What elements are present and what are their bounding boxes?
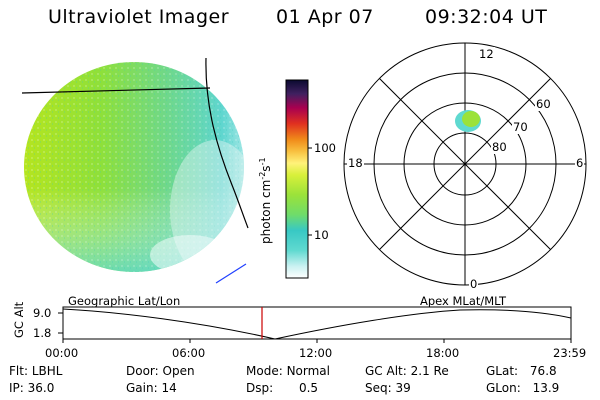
status-gcalt-value: 2.1 Re <box>410 364 449 378</box>
instrument-title: Ultraviolet Imager <box>48 6 230 28</box>
terminator-line-vertical <box>205 57 249 229</box>
timeline-axis-label: GC Alt <box>12 301 26 338</box>
status-glon-value: 13.9 <box>532 381 560 395</box>
lat-label-70: 70 <box>512 120 529 134</box>
status-mode: Mode: Normal <box>246 364 330 378</box>
timeline-xtick-4: 23:59 <box>553 346 587 360</box>
mlt-label-6: 6 <box>575 156 585 170</box>
status-flt: Flt: LBHL <box>9 364 62 378</box>
status-gain-value: 14 <box>161 381 177 395</box>
status-gain-key: Gain: <box>126 381 158 395</box>
status-mode-value: Normal <box>286 364 330 378</box>
timeline-xtick-2: 12:00 <box>299 346 333 360</box>
status-dsp-key: Dsp: <box>246 381 274 395</box>
timeline-xtick-3: 18:00 <box>426 346 460 360</box>
status-glat-value: 76.8 <box>529 364 557 378</box>
terminator-line-horizontal <box>21 87 211 94</box>
status-ip-value: 36.0 <box>27 381 55 395</box>
colorbar-tick-100: 100 <box>314 141 336 155</box>
status-mode-key: Mode: <box>246 364 283 378</box>
timeline-ytick-min: 1.8 <box>33 326 52 340</box>
date-label: 01 Apr 07 <box>276 6 374 28</box>
status-dsp: Dsp: 0.5 <box>246 381 318 395</box>
status-seq-value: 39 <box>395 381 411 395</box>
status-door-key: Door: <box>126 364 159 378</box>
colorbar-tick-10: 10 <box>314 228 329 242</box>
geographic-label: Geographic Lat/Lon <box>68 294 181 308</box>
timeline-ytick-max: 9.0 <box>33 306 52 320</box>
status-door-value: Open <box>162 364 195 378</box>
status-seq-key: Seq: <box>365 381 392 395</box>
timeline-xtick-1: 06:00 <box>172 346 206 360</box>
status-ip: IP: 36.0 <box>9 381 54 395</box>
status-seq: Seq: 39 <box>365 381 411 395</box>
mlt-label-18: 18 <box>347 156 364 170</box>
colorbar <box>285 79 312 279</box>
status-gain: Gain: 14 <box>126 381 177 395</box>
polar-plot <box>343 42 587 286</box>
time-label: 09:32:04 UT <box>425 6 548 28</box>
status-door: Door: Open <box>126 364 195 378</box>
status-glat: GLat: 76.8 <box>486 364 557 378</box>
status-glat-key: GLat: <box>486 364 519 378</box>
apex-label: Apex MLat/MLT <box>420 294 507 308</box>
mlt-label-12: 12 <box>478 47 495 61</box>
timeline-xtick-0: 00:00 <box>45 346 79 360</box>
status-flt-value: LBHL <box>31 364 63 378</box>
status-glon-key: GLon: <box>486 381 521 395</box>
status-gcalt: GC Alt: 2.1 Re <box>365 364 449 378</box>
mlt-label-0: 0 <box>469 277 479 291</box>
lat-label-60: 60 <box>535 97 552 111</box>
status-flt-key: Flt: <box>9 364 28 378</box>
status-gcalt-key: GC Alt: <box>365 364 407 378</box>
auroral-spot <box>455 110 481 132</box>
status-glon: GLon: 13.9 <box>486 381 559 395</box>
status-dsp-value: 0.5 <box>298 381 319 395</box>
sun-vector-line <box>215 263 247 284</box>
status-ip-key: IP: <box>9 381 24 395</box>
lat-label-80: 80 <box>491 140 508 154</box>
